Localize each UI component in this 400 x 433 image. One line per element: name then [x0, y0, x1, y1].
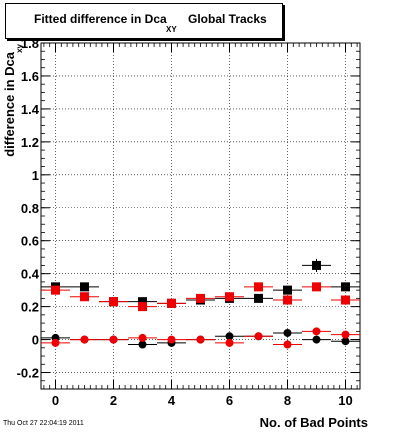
tick-labels: 0 2 4 6 8 10 -0.2 0 0.2 0.4 0.6 0.8 1 1.2 1.4 1.6 1.8	[17, 36, 353, 408]
data-point-circle	[341, 337, 350, 346]
series-3	[41, 327, 360, 349]
y-tick-label: 1.8	[21, 36, 39, 51]
x-axis-title: No. of Bad Points	[260, 415, 368, 430]
data-point-square	[283, 285, 292, 295]
data-point-circle	[283, 328, 292, 337]
data-point-square	[80, 292, 89, 302]
y-tick-label: -0.2	[17, 366, 39, 381]
data-point-square	[312, 260, 321, 270]
data-point-circle	[254, 332, 263, 341]
y-tick-label: 0	[32, 333, 39, 348]
x-tick-label: 10	[338, 393, 352, 408]
data-points	[41, 258, 360, 349]
data-point-square	[254, 293, 263, 303]
y-axis-title-subscript: xy	[15, 43, 24, 52]
title-tail: Global Tracks	[188, 12, 267, 26]
x-tick-label: 6	[226, 393, 233, 408]
title-main: Fitted difference in Dca	[34, 12, 167, 26]
y-axis-title: difference in Dca	[2, 51, 17, 157]
x-tick-label: 2	[110, 393, 117, 408]
data-point-square	[138, 302, 147, 312]
data-point-circle	[225, 332, 234, 341]
data-point-circle	[138, 333, 147, 342]
data-point-square	[138, 297, 147, 307]
data-point-circle	[312, 335, 321, 344]
data-point-circle	[283, 340, 292, 349]
data-point-square	[51, 285, 60, 295]
y-axis-title-group: difference in Dca xy	[2, 43, 24, 156]
y-tick-label: 0.2	[21, 300, 39, 315]
title-subscript: XY	[166, 25, 177, 34]
y-tick-label: 0.8	[21, 201, 39, 216]
data-point-square	[341, 295, 350, 305]
data-point-circle	[196, 335, 205, 344]
footer-date: Thu Oct 27 22:04:19 2011	[3, 420, 84, 427]
data-point-circle	[109, 335, 118, 344]
data-point-square	[109, 297, 118, 307]
data-point-circle	[80, 335, 89, 344]
series-1	[41, 282, 360, 312]
data-point-square	[167, 298, 176, 308]
data-point-square	[283, 295, 292, 305]
data-point-circle	[225, 338, 234, 347]
data-point-circle	[341, 330, 350, 339]
data-point-circle	[312, 327, 321, 336]
x-tick-label: 0	[52, 393, 59, 408]
x-tick-label: 4	[168, 393, 176, 408]
data-point-square	[80, 282, 89, 292]
data-point-circle	[138, 340, 147, 349]
data-point-square	[225, 292, 234, 302]
y-tick-label: 1.4	[21, 102, 40, 117]
y-tick-label: 1.2	[21, 135, 39, 150]
data-point-square	[341, 282, 350, 292]
data-point-square	[312, 282, 321, 292]
data-point-circle	[51, 338, 60, 347]
y-tick-label: 1	[32, 168, 39, 183]
title-box: Fitted difference in Dca XY Global Track…	[5, 3, 283, 39]
data-point-square	[254, 282, 263, 292]
y-tick-label: 0.4	[21, 267, 40, 282]
data-point-square	[196, 293, 205, 303]
data-point-circle	[167, 335, 176, 344]
y-tick-label: 0.6	[21, 234, 39, 249]
x-tick-label: 8	[284, 393, 291, 408]
y-tick-label: 1.6	[21, 69, 39, 84]
